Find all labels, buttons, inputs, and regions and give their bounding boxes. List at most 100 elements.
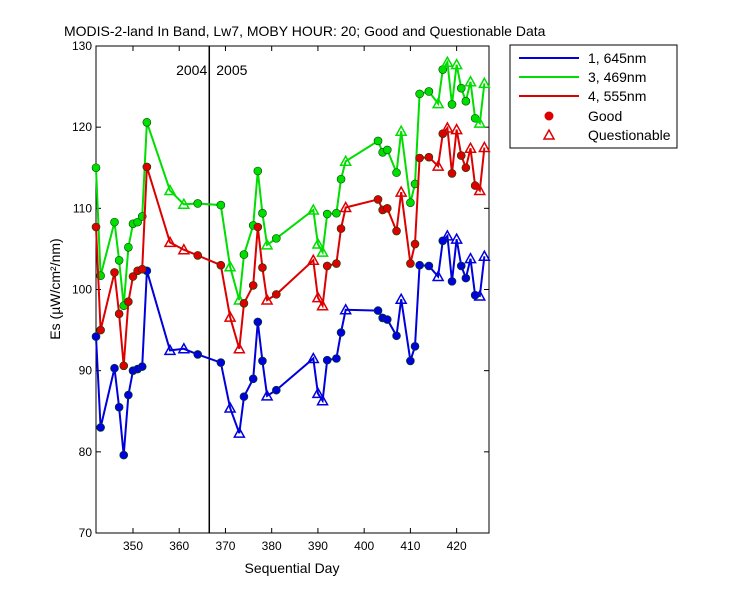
good-point (392, 331, 401, 341)
y-axis-label: Es (µW/cm²/nm) (47, 238, 63, 339)
good-point (258, 356, 267, 366)
good-point (382, 145, 392, 155)
questionable-point (260, 389, 274, 401)
questionable-point (316, 394, 329, 406)
good-point (461, 163, 471, 173)
good-point (119, 450, 129, 460)
legend-label-questionable: Questionable (588, 127, 671, 143)
good-point (193, 199, 203, 208)
good-point (456, 261, 466, 271)
good-point (193, 251, 203, 260)
legend-good-marker (544, 111, 554, 121)
questionable-point (394, 185, 408, 197)
questionable-point (177, 197, 191, 210)
questionable-point (431, 159, 445, 171)
legend: 1, 645nm 3, 469nm 4, 555nm Good Question… (509, 44, 678, 149)
series-layer (91, 55, 491, 460)
legend-label-469nm: 3, 469nm (588, 69, 646, 85)
series-0 (91, 229, 491, 460)
good-point (258, 263, 267, 272)
questionable-point (450, 232, 463, 244)
good-point (322, 355, 332, 365)
series-1 (91, 55, 491, 311)
good-point (415, 260, 424, 270)
legend-label-645nm: 1, 645nm (588, 50, 646, 66)
good-point (332, 259, 341, 268)
good-point (373, 136, 383, 146)
good-point (336, 224, 346, 233)
good-point (114, 309, 124, 319)
good-point (336, 328, 346, 337)
good-point (114, 255, 124, 265)
good-point (253, 222, 263, 232)
good-point (406, 198, 415, 207)
questionable-point (311, 386, 325, 399)
questionable-point (339, 154, 352, 167)
questionable-point (163, 235, 177, 248)
good-point (424, 87, 434, 96)
good-point (410, 342, 420, 351)
good-point (110, 363, 119, 373)
good-point (322, 209, 332, 219)
questionable-point (233, 426, 246, 438)
x-tick-label: 390 (308, 539, 328, 553)
good-point (142, 117, 152, 127)
questionable-point (316, 245, 329, 257)
good-point (216, 358, 226, 367)
questionable-point (394, 292, 408, 304)
good-point (322, 261, 332, 271)
year-label-2004: 2004 (176, 62, 207, 78)
series-2 (91, 121, 491, 371)
good-point (461, 96, 471, 106)
y-tick-label: 120 (72, 120, 92, 134)
questionable-point (307, 253, 320, 266)
good-point (137, 362, 147, 371)
good-point (415, 89, 424, 99)
questionable-point (478, 140, 491, 153)
good-point (110, 217, 119, 227)
legend-questionable-marker (542, 128, 556, 140)
x-tick-label: 350 (123, 539, 143, 553)
good-point (248, 281, 258, 290)
good-point (124, 390, 133, 400)
good-point (248, 374, 258, 384)
x-axis: 350 360 370 380 390 400 410 420 (123, 46, 467, 553)
questionable-point (223, 260, 237, 272)
good-point (193, 350, 203, 359)
good-point (253, 317, 263, 327)
good-point (114, 402, 124, 412)
good-point (447, 277, 457, 286)
good-point (133, 217, 142, 227)
good-point (96, 423, 105, 432)
chart-title: MODIS-2-land In Band, Lw7, MOBY HOUR: 20… (64, 23, 546, 39)
plot-frame (95, 45, 490, 534)
year-label-2005: 2005 (216, 62, 247, 78)
y-tick-label: 70 (79, 526, 93, 540)
questionable-point (177, 342, 191, 354)
good-point (456, 83, 466, 93)
questionable-point (307, 351, 320, 364)
good-point (392, 226, 401, 236)
good-point (392, 168, 401, 177)
y-axis: 70 80 90 100 110 120 130 (72, 39, 489, 540)
good-point (336, 174, 346, 184)
questionable-point (394, 124, 408, 136)
good-point (128, 272, 138, 281)
good-point (461, 273, 471, 283)
good-point (272, 290, 281, 299)
questionable-point (233, 342, 246, 354)
good-point (410, 239, 420, 249)
y-tick-label: 90 (79, 364, 93, 378)
good-point (415, 153, 424, 163)
questionable-point (339, 200, 352, 213)
questionable-point (339, 303, 352, 315)
x-tick-label: 380 (262, 539, 282, 553)
good-point (373, 195, 383, 204)
legend-label-good: Good (588, 108, 622, 124)
good-point (119, 361, 129, 371)
questionable-point (223, 401, 237, 413)
questionable-point (260, 293, 274, 305)
questionable-point (473, 183, 487, 196)
y-tick-label: 110 (73, 201, 92, 215)
questionable-point (450, 123, 463, 135)
